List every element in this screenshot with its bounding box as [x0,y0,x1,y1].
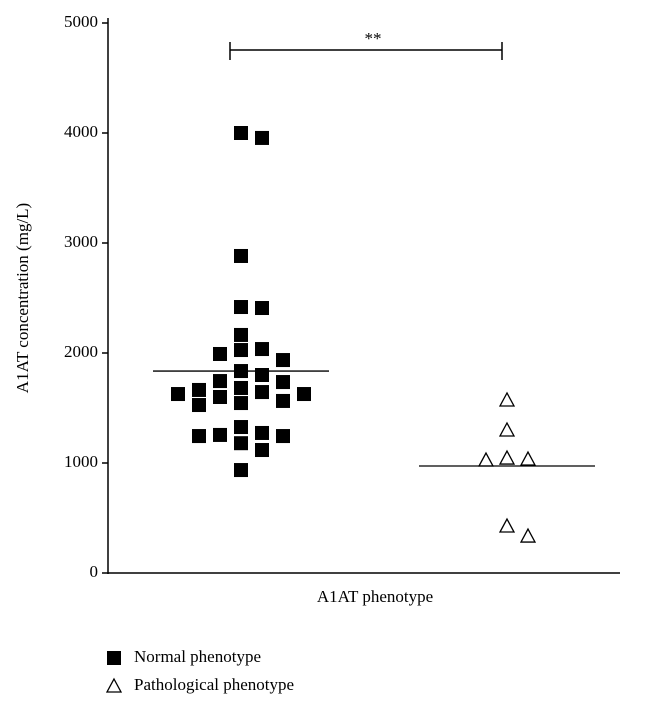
point [234,463,248,478]
legend-marker [107,651,121,665]
point [213,390,227,404]
point [498,421,516,437]
point [234,300,248,315]
point [234,380,248,395]
legend-label: Pathological phenotype [134,675,294,694]
point [498,449,516,465]
point [213,427,227,442]
point [498,517,516,533]
x-axis-label: A1AT phenotype [317,587,433,606]
point [234,343,248,358]
point [255,443,269,458]
point [255,301,269,316]
point [498,391,516,407]
y-tick-label: 3000 [64,232,98,251]
point [192,429,206,444]
point [192,398,206,413]
point [234,436,248,451]
point [276,353,290,368]
point [519,450,537,466]
point [276,393,290,408]
point [255,425,269,440]
significance-bracket [229,42,503,60]
significance-label: ** [365,29,382,48]
y-tick-label: 4000 [64,122,98,141]
y-axis-label: A1AT concentration (mg/L) [13,203,32,393]
point [234,126,248,140]
point [234,327,248,342]
point [276,375,290,390]
point [255,368,269,382]
y-tick-label: 0 [90,562,99,581]
legend-label: Normal phenotype [134,647,261,666]
y-tick-label: 1000 [64,452,98,471]
point [234,248,248,263]
point [192,382,206,397]
y-tick-label: 2000 [64,342,98,361]
point [255,342,269,357]
point [519,527,537,543]
point [171,387,185,402]
legend-marker [105,677,123,693]
point [477,451,495,467]
y-tick-label: 5000 [64,12,98,31]
point [255,385,269,400]
point [234,420,248,435]
point [234,396,248,411]
point [276,429,290,444]
point [297,387,311,402]
point [255,130,269,145]
point [213,346,227,361]
point [213,374,227,389]
